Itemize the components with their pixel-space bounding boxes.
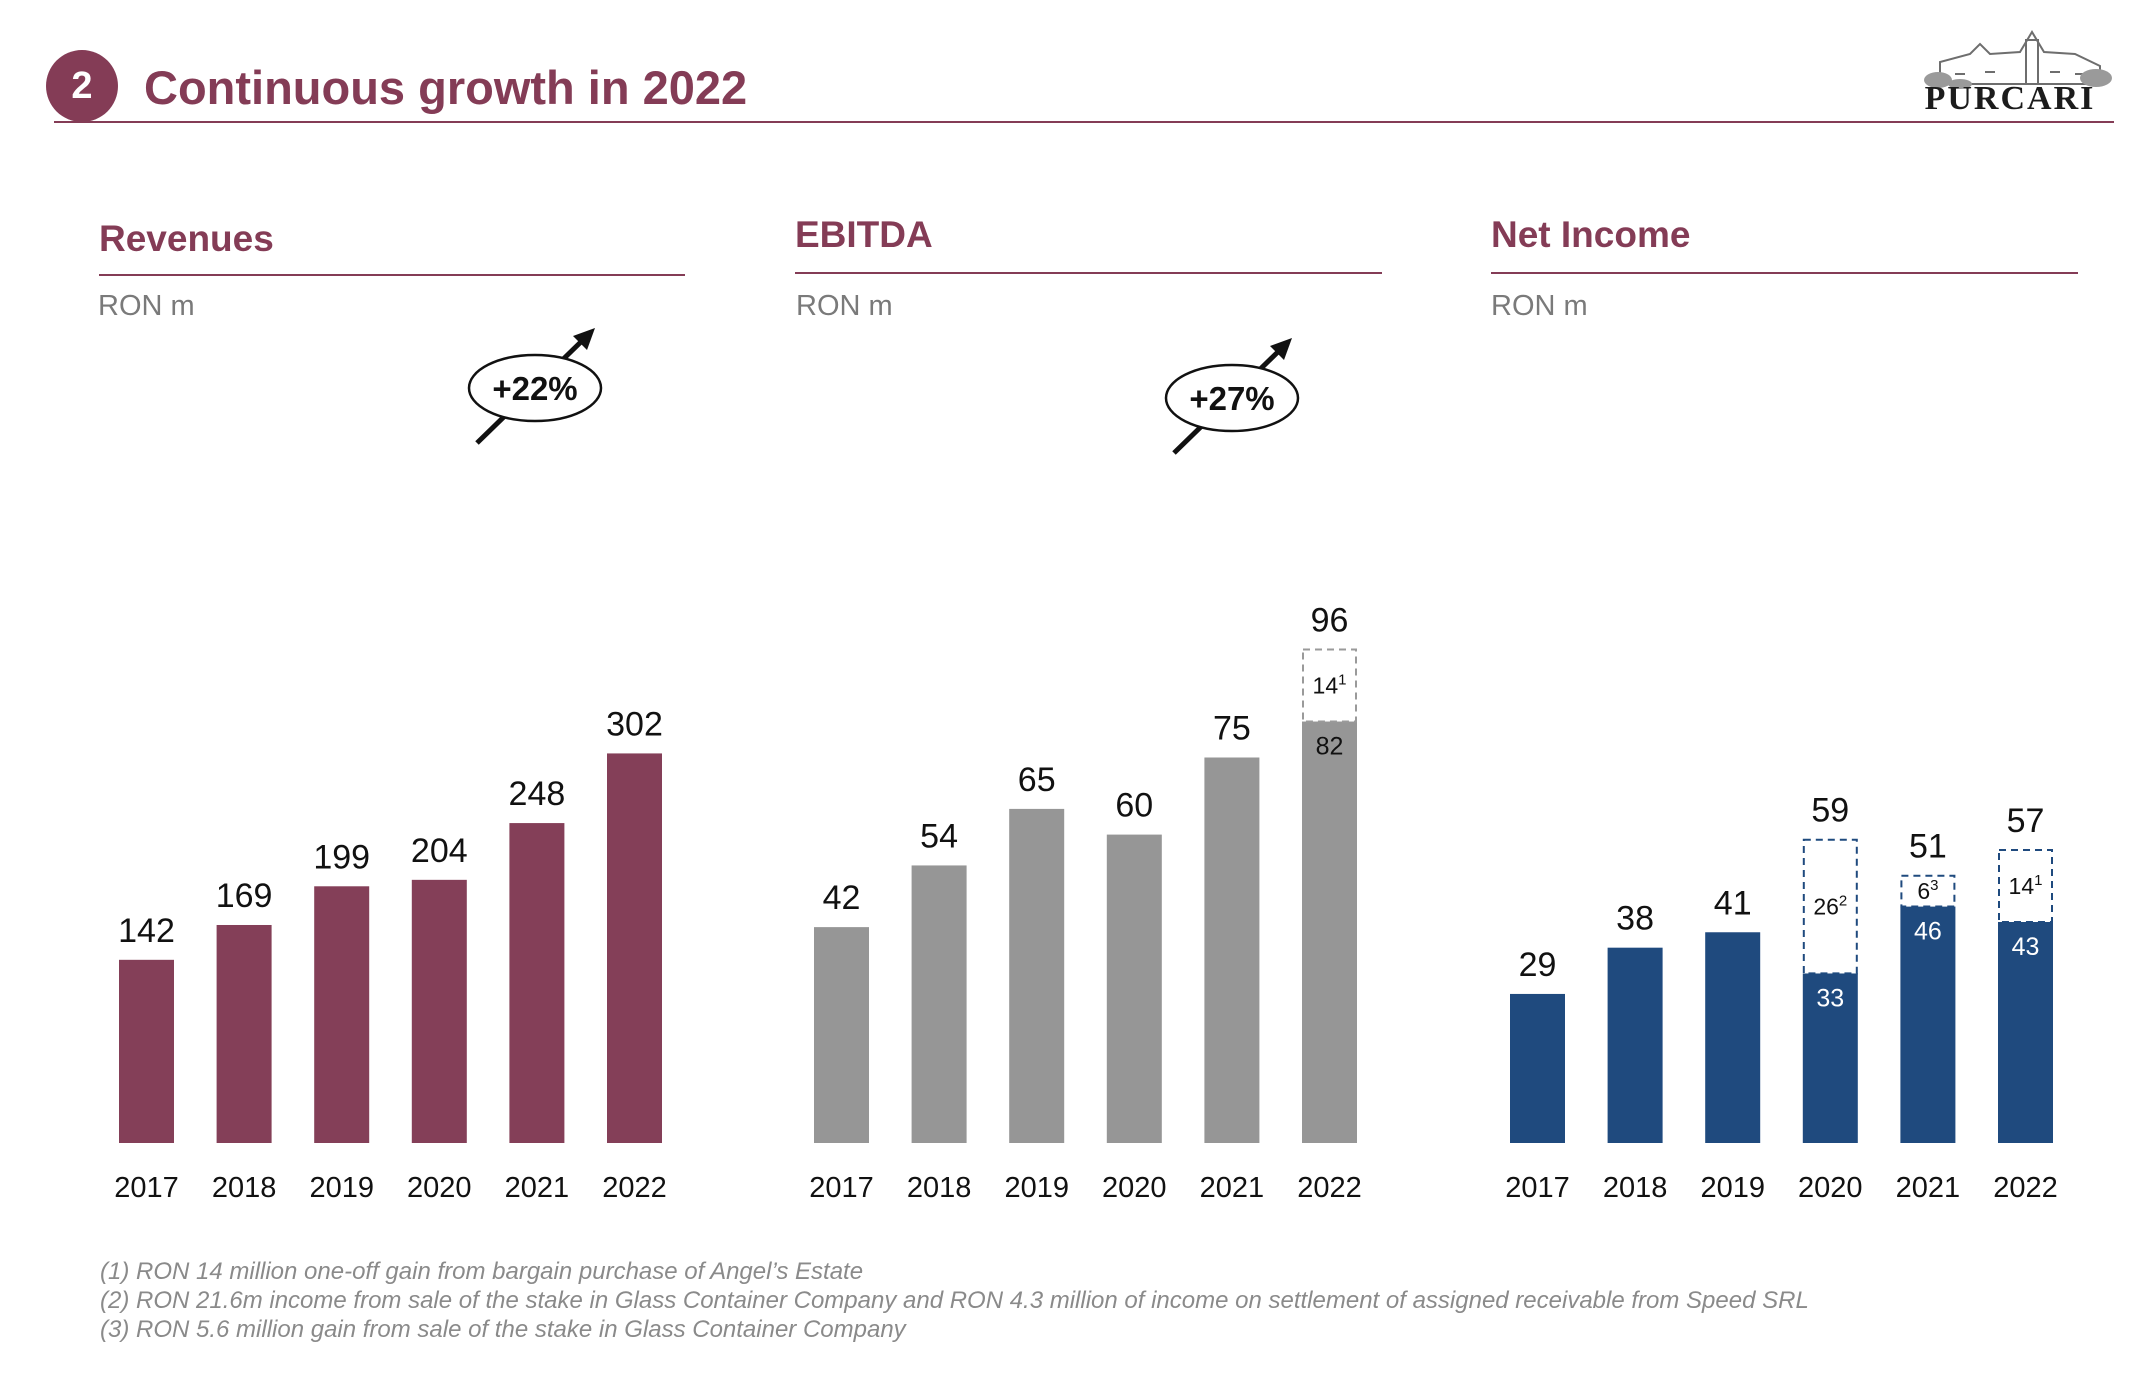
year-label-0-2019: 2019 (309, 1172, 374, 1204)
ebitda-divider (795, 272, 1382, 274)
value-label-1-2020: 60 (1115, 787, 1153, 825)
logo-wordmark: PURCARI (1924, 80, 2096, 117)
section-number-badge: 2 (46, 50, 118, 122)
year-label-2-2019: 2019 (1700, 1172, 1765, 1204)
bar-1-2022 (1302, 721, 1357, 1143)
one-off-label-1-2022: 141 (1313, 672, 1347, 699)
bar-1-2018 (911, 865, 967, 1143)
year-label-1-2017: 2017 (809, 1172, 874, 1204)
page-title: Continuous growth in 2022 (144, 61, 748, 114)
bar-1-2021 (1204, 757, 1260, 1143)
value-label-2-2017: 29 (1519, 946, 1557, 984)
revenues-unit: RON m (98, 290, 195, 322)
one-off-segment-2-2021 (1900, 874, 1956, 908)
revenues-divider (99, 274, 685, 276)
year-label-0-2022: 2022 (602, 1172, 667, 1204)
year-label-0-2021: 2021 (505, 1172, 570, 1204)
header-divider (54, 121, 2114, 123)
year-label-2-2022: 2022 (1993, 1172, 2058, 1204)
bar-1-2020 (1106, 834, 1162, 1143)
footnote-3: (3) RON 5.6 million gain from sale of th… (100, 1316, 906, 1343)
bar-0-2020 (411, 879, 467, 1143)
value-label-1-2018: 54 (920, 817, 958, 855)
bar-2-2018 (1607, 947, 1663, 1143)
base-value-label-1-2022: 82 (1316, 733, 1344, 761)
one-off-label-2-2021: 63 (1917, 877, 1938, 904)
growth-label-0: +22% (492, 370, 577, 407)
footnotes: (1) RON 14 million one-off gain from bar… (100, 1257, 1809, 1344)
value-label-0-2021: 248 (509, 775, 566, 813)
year-label-2-2018: 2018 (1603, 1172, 1668, 1204)
financial-charts: 142 2017 169 2018 199 2019 204 2020 248 2021 302 20… (114, 328, 2058, 1204)
value-label-0-2020: 204 (411, 832, 468, 870)
value-label-0-2018: 169 (216, 877, 273, 915)
year-label-1-2021: 2021 (1200, 1172, 1265, 1204)
bar-2-2021 (1900, 906, 1956, 1143)
year-label-0-2020: 2020 (407, 1172, 472, 1204)
bar-2-2020 (1802, 973, 1858, 1143)
value-label-0-2019: 199 (313, 838, 370, 876)
revenues-title: Revenues (99, 218, 274, 259)
year-label-2-2017: 2017 (1505, 1172, 1570, 1204)
one-off-segment-2-2022 (1998, 849, 2053, 923)
value-label-2-2019: 41 (1714, 884, 1752, 922)
growth-badge-1 (1164, 363, 1300, 433)
bar-0-2017 (119, 959, 174, 1143)
base-value-label-2-2022: 43 (2012, 933, 2040, 961)
year-label-0-2017: 2017 (114, 1172, 179, 1204)
growth-badge-0 (467, 353, 603, 423)
year-label-1-2022: 2022 (1297, 1172, 1362, 1204)
net-income-divider (1491, 272, 2078, 274)
bar-1-2019 (1009, 808, 1065, 1143)
ebitda-unit: RON m (796, 290, 893, 322)
growth-arrowhead-1 (1270, 338, 1292, 360)
bar-0-2021 (509, 823, 565, 1143)
net-income-unit: RON m (1491, 290, 1588, 322)
one-off-label-2-2020: 262 (1813, 893, 1847, 920)
value-label-2-2020: 59 (1811, 792, 1849, 830)
footnote-2: (2) RON 21.6m income from sale of the st… (100, 1287, 1809, 1314)
bar-1-2017 (814, 927, 869, 1143)
value-label-0-2022: 302 (606, 705, 663, 743)
value-label-1-2017: 42 (823, 879, 861, 917)
net-income-title: Net Income (1491, 214, 1691, 255)
value-label-1-2022: 96 (1311, 602, 1349, 640)
bar-0-2019 (314, 886, 370, 1143)
ebitda-title: EBITDA (795, 214, 933, 255)
one-off-segment-2-2020 (1802, 838, 1858, 975)
base-value-label-2-2021: 46 (1914, 918, 1942, 946)
purcari-logo (1924, 30, 2112, 89)
bar-0-2022 (607, 753, 662, 1143)
bar-2-2019 (1705, 932, 1761, 1143)
year-label-2-2021: 2021 (1896, 1172, 1961, 1204)
bar-2-2017 (1510, 993, 1565, 1143)
one-off-label-2-2022: 141 (2009, 872, 2043, 899)
value-label-1-2021: 75 (1213, 710, 1251, 748)
growth-label-1: +27% (1189, 380, 1274, 417)
footnote-1: (1) RON 14 million one-off gain from bar… (100, 1258, 864, 1285)
value-label-2-2018: 38 (1616, 900, 1654, 938)
bar-0-2018 (216, 924, 272, 1143)
value-label-2-2021: 51 (1909, 828, 1947, 866)
year-label-2-2020: 2020 (1798, 1172, 1863, 1204)
value-label-2-2022: 57 (2007, 802, 2045, 840)
year-label-1-2018: 2018 (907, 1172, 972, 1204)
growth-arrowhead-0 (573, 328, 595, 350)
one-off-segment-1-2022 (1302, 648, 1357, 723)
value-label-0-2017: 142 (118, 912, 175, 950)
year-label-0-2018: 2018 (212, 1172, 277, 1204)
bar-2-2022 (1998, 921, 2053, 1143)
base-value-label-2-2020: 33 (1816, 984, 1844, 1012)
year-label-1-2020: 2020 (1102, 1172, 1167, 1204)
value-label-1-2019: 65 (1018, 761, 1056, 799)
year-label-1-2019: 2019 (1004, 1172, 1069, 1204)
